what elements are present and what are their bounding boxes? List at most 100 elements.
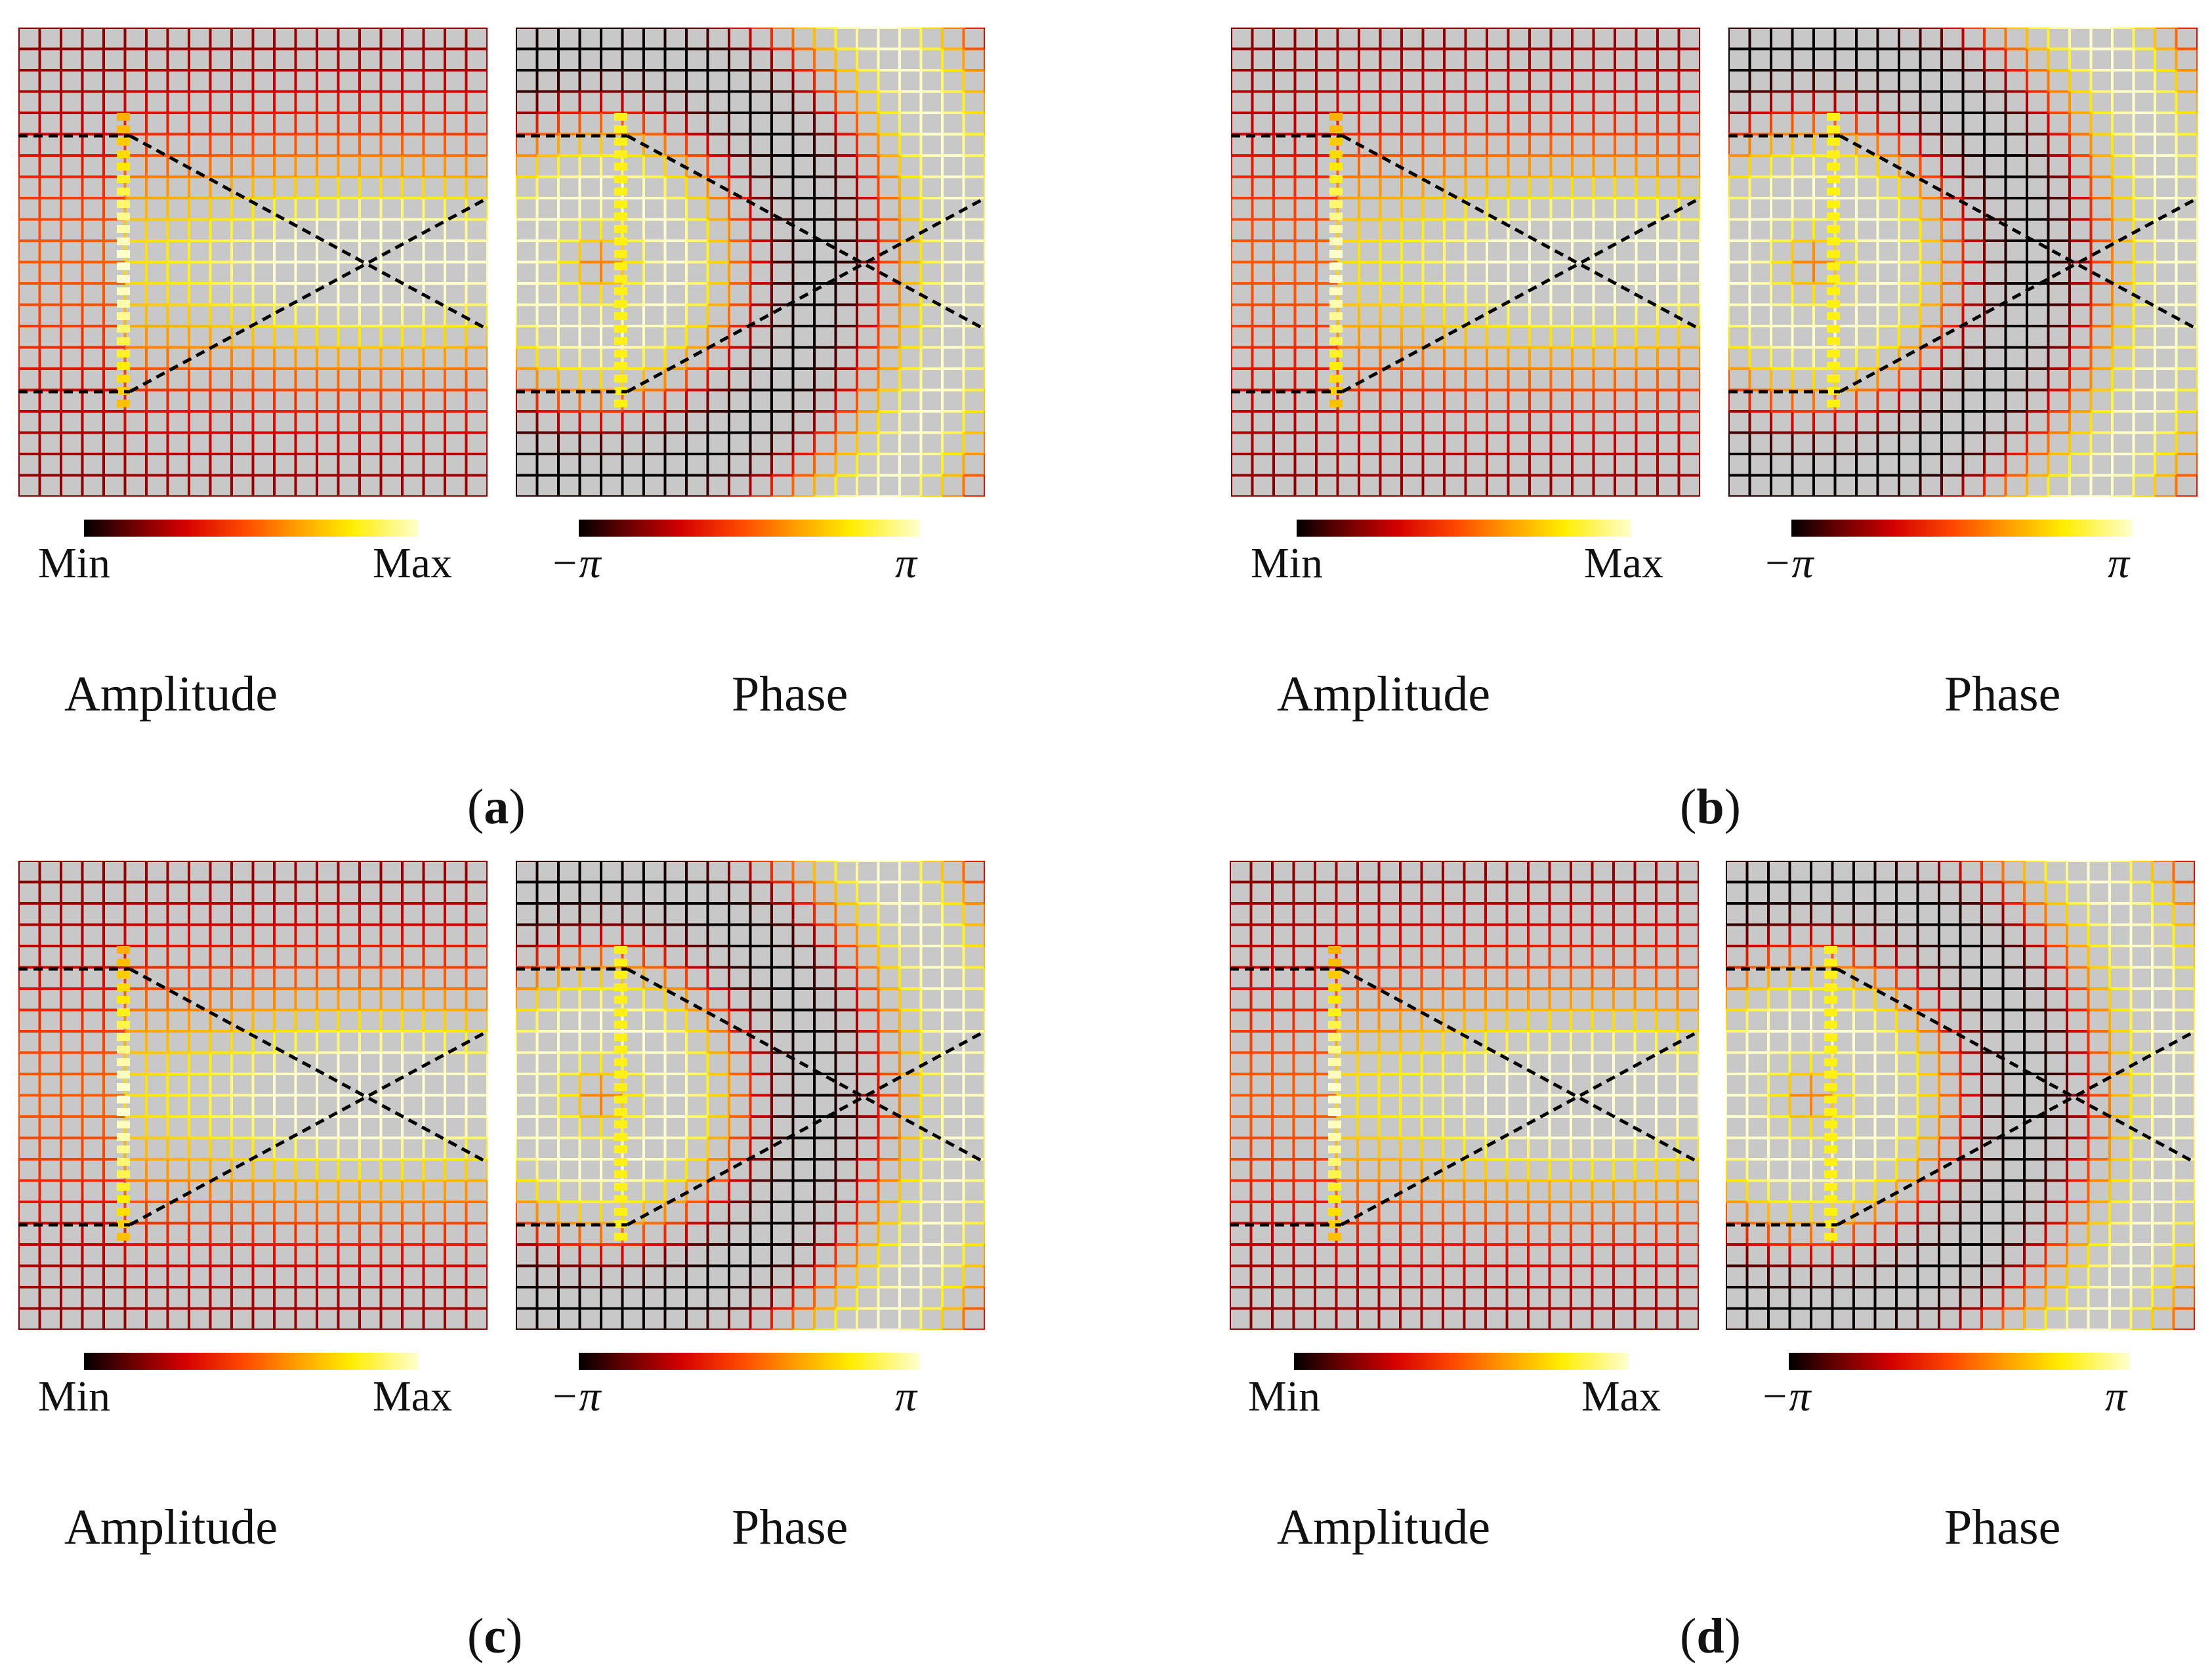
metasurface-element: [1827, 400, 1840, 407]
metasurface-element: [614, 350, 627, 358]
metasurface-element: [117, 225, 130, 233]
metasurface-element: [1329, 113, 1343, 121]
metasurface-element: [1827, 312, 1840, 320]
metasurface-element: [117, 237, 130, 245]
phase-map: [516, 28, 985, 497]
metasurface-element: [117, 287, 130, 295]
colorbar-min-label: −π: [1763, 539, 1814, 587]
metasurface-element: [614, 312, 627, 320]
metasurface-element: [1827, 375, 1840, 382]
metasurface-element: [614, 213, 627, 220]
metasurface-element: [1329, 175, 1343, 183]
colorbar-min-label: Min: [1251, 539, 1324, 587]
metasurface-element: [1329, 312, 1343, 320]
colorbar-max-label: Max: [373, 539, 452, 587]
metasurface-element: [1329, 400, 1343, 407]
metasurface-element: [1827, 213, 1840, 220]
colorbar-min-label: −π: [550, 539, 601, 587]
metasurface-element: [1329, 325, 1343, 333]
metasurface-element: [1827, 275, 1840, 283]
metasurface-element: [1329, 200, 1343, 208]
metasurface-element: [117, 300, 130, 308]
guide-dashed-line: [626, 196, 985, 394]
metasurface-element: [117, 200, 130, 208]
metasurface-element: [614, 225, 627, 233]
metasurface-element: [1329, 362, 1343, 370]
metasurface-element: [614, 375, 627, 382]
metasurface-element: [117, 362, 130, 370]
phase-field-plot: [516, 28, 985, 497]
metasurface-element: [1329, 275, 1343, 283]
metasurface-element: [614, 125, 627, 133]
metasurface-element: [117, 325, 130, 333]
panel-c: Min Max Amplitude −π π Phase (c): [0, 833, 1109, 1667]
panel-b: Min Max Amplitude −π π Phase (b): [1211, 0, 2212, 833]
metasurface-element: [1827, 262, 1840, 270]
metasurface-element: [1827, 175, 1840, 183]
metasurface-element: [1827, 163, 1840, 171]
metasurface-element: [614, 138, 627, 146]
guide-dashed-line: [1341, 134, 1700, 331]
metasurface-element: [117, 175, 130, 183]
metasurface-element: [117, 375, 130, 382]
metasurface-element: [614, 175, 627, 183]
metasurface-element: [1329, 300, 1343, 308]
amplitude-title: Amplitude: [1277, 667, 1491, 722]
colorbar-max-label: Max: [1584, 539, 1663, 587]
panel-caption: (a): [467, 779, 526, 834]
metasurface-element: [117, 113, 130, 121]
metasurface-element: [614, 188, 627, 196]
metasurface-element: [117, 312, 130, 320]
metasurface-element: [614, 300, 627, 308]
panel-a: Min Max Amplitude −π π Phase (a): [0, 0, 1109, 833]
amplitude-colorbar: [84, 520, 419, 537]
metasurface-element: [117, 138, 130, 146]
metasurface-element: [117, 350, 130, 358]
amplitude-field-plot: [18, 28, 488, 497]
metasurface-element: [117, 262, 130, 270]
metasurface-element: [1827, 150, 1840, 158]
metasurface-element: [1827, 350, 1840, 358]
metasurface-element: [1329, 337, 1343, 345]
phase-map: [1728, 28, 2198, 497]
metasurface-element: [1827, 113, 1840, 121]
metasurface-element: [117, 163, 130, 171]
amplitude-colorbar: [1297, 520, 1631, 537]
guide-dashed-line: [626, 134, 985, 331]
metasurface-element: [614, 337, 627, 345]
metasurface-element: [614, 250, 627, 258]
panel-caption: (b): [1680, 779, 1741, 834]
phase-colorbar: [579, 520, 920, 537]
metasurface-element: [614, 150, 627, 158]
metasurface-element: [117, 213, 130, 220]
metasurface-element: [614, 200, 627, 208]
metasurface-element: [1827, 325, 1840, 333]
metasurface-element: [614, 163, 627, 171]
guide-dashed-line: [1839, 134, 2198, 331]
amplitude-field-plot: [18, 861, 488, 1330]
guide-dashed-line: [1839, 196, 2198, 394]
metasurface-element: [1827, 125, 1840, 133]
amplitude-title: Amplitude: [64, 667, 278, 722]
metasurface-element: [614, 113, 627, 121]
metasurface-element: [117, 125, 130, 133]
metasurface-element: [1827, 225, 1840, 233]
metasurface-element: [1827, 200, 1840, 208]
metasurface-element: [1827, 337, 1840, 345]
metasurface-element: [1329, 225, 1343, 233]
metasurface-element: [117, 337, 130, 345]
metasurface-element: [1827, 362, 1840, 370]
metasurface-element: [117, 275, 130, 283]
colorbar-max-label: π: [2108, 539, 2130, 587]
amplitude-map: [18, 28, 488, 497]
metasurface-element: [1329, 287, 1343, 295]
metasurface-element: [117, 400, 130, 407]
amplitude-field-plot: [1231, 28, 1700, 497]
metasurface-element: [1329, 262, 1343, 270]
metasurface-element: [117, 250, 130, 258]
metasurface-element: [614, 287, 627, 295]
metasurface-element: [614, 362, 627, 370]
guide-dashed-line: [129, 196, 488, 394]
metasurface-element: [1827, 138, 1840, 146]
metasurface-element: [117, 188, 130, 196]
